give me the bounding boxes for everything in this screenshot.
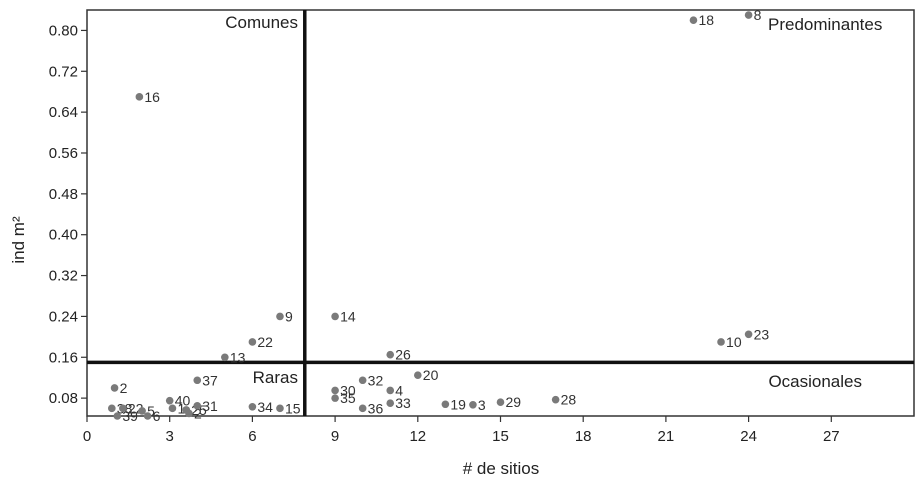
data-point [119, 404, 127, 413]
data-point-label: 40 [175, 393, 191, 409]
x-axis-title: # de sitios [463, 459, 540, 478]
y-axis-title: ind m² [9, 216, 28, 264]
data-point-label: 30 [340, 382, 356, 398]
y-axis-ticks: 0.08 0.16 0.24 0.32 0.40 0.48 0.56 0.64 0.72 0.80 [49, 22, 87, 407]
data-point-label: 28 [561, 392, 577, 408]
quadrant-label-ocasionales: Ocasionales [768, 372, 862, 391]
data-point [185, 409, 193, 418]
data-point-label: 34 [257, 399, 273, 415]
data-point [386, 386, 395, 395]
data-point-label: 18 [698, 12, 714, 28]
y-tick-label: 0.16 [49, 349, 78, 366]
data-point [331, 312, 339, 321]
data-point-label: 31 [202, 398, 218, 414]
data-point-label: 1 [177, 400, 185, 416]
data-point-label: 22 [257, 334, 273, 350]
data-point-label: 4 [395, 382, 403, 398]
data-point [331, 394, 339, 402]
data-point [276, 312, 284, 321]
data-point [221, 353, 229, 362]
x-tick-label: 15 [492, 428, 509, 445]
quadrant-label-raras: Raras [253, 368, 298, 387]
data-point [193, 376, 202, 385]
data-point [358, 404, 367, 413]
data-point-label: 29 [506, 394, 522, 410]
data-point [248, 338, 257, 346]
data-point [143, 412, 152, 420]
y-tick-label: 0.24 [49, 308, 78, 325]
y-tick-label: 0.08 [49, 390, 78, 407]
data-point [717, 338, 725, 346]
data-point [551, 395, 560, 404]
y-tick-label: 0.72 [49, 63, 78, 80]
data-point [138, 407, 146, 415]
data-point-label: 6 [153, 408, 161, 424]
data-point [358, 376, 367, 385]
x-tick-label: 6 [248, 428, 256, 445]
x-tick-label: 0 [83, 428, 91, 445]
data-point-label: 33 [395, 395, 411, 411]
data-point-label: 2 [194, 405, 202, 421]
data-point-label: 2 [120, 380, 128, 396]
data-point-label: 3 [478, 397, 486, 413]
data-point [135, 93, 144, 101]
data-point-label: 36 [368, 400, 384, 416]
x-axis-ticks: 0 3 6 9 12 15 18 21 24 27 [83, 416, 840, 445]
data-point [276, 404, 284, 413]
x-tick-label: 21 [658, 428, 675, 445]
y-tick-label: 0.40 [49, 227, 78, 244]
data-point-label: 14 [340, 308, 356, 324]
y-tick-label: 0.56 [49, 145, 78, 162]
data-point-label: 26 [395, 347, 411, 363]
data-point [113, 412, 122, 420]
x-tick-label: 3 [166, 428, 174, 445]
y-tick-label: 0.64 [49, 104, 78, 121]
x-tick-label: 12 [409, 428, 426, 445]
data-point-label: 15 [285, 400, 301, 416]
data-point-label: 9 [285, 308, 293, 324]
data-point [414, 371, 422, 379]
data-point-label: 23 [754, 326, 770, 342]
quadrant-label-comunes: Comunes [225, 13, 298, 32]
data-point-label: 35 [340, 390, 356, 406]
data-point-label: 5 [147, 403, 155, 419]
plot-frame [86, 9, 915, 417]
y-tick-label: 0.48 [49, 186, 78, 203]
data-point [331, 386, 339, 395]
data-point [744, 11, 753, 19]
data-point-label: 13 [230, 349, 246, 365]
data-points: 1618892213142610232382253963740125231341… [108, 7, 769, 424]
data-point [469, 400, 477, 409]
data-point [193, 401, 202, 410]
x-tick-label: 24 [740, 428, 757, 445]
data-point-label: 37 [202, 372, 218, 388]
data-point [168, 404, 177, 413]
quadrant-label-predominantes: Predominantes [768, 15, 882, 34]
data-point [496, 398, 505, 407]
data-point-label: 8 [754, 7, 762, 23]
data-point [689, 16, 698, 25]
x-tick-label: 18 [575, 428, 592, 445]
x-tick-label: 9 [331, 428, 339, 445]
data-point-label: 20 [423, 367, 439, 383]
data-point [108, 404, 116, 413]
data-point-label: 10 [726, 334, 742, 350]
data-point-label: 32 [368, 372, 384, 388]
data-point [744, 330, 753, 339]
data-point-label: 39 [122, 408, 138, 424]
data-point-label: 19 [450, 396, 466, 412]
data-point [386, 350, 395, 359]
data-point [110, 384, 119, 392]
data-point-label: 16 [144, 89, 160, 105]
data-point [165, 396, 174, 405]
data-point [248, 403, 257, 411]
data-point [386, 399, 395, 408]
data-point [441, 400, 450, 409]
y-tick-label: 0.32 [49, 268, 78, 285]
y-tick-label: 0.80 [49, 22, 78, 39]
x-tick-label: 27 [823, 428, 840, 445]
